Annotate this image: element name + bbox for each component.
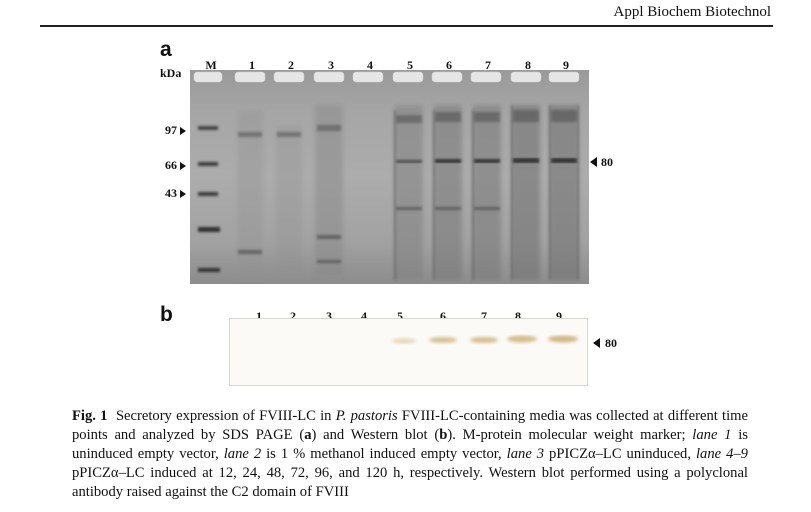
figure-caption: Fig. 1 Secretory expression of FVIII-LC … [72,407,748,502]
panel-a-letter: a [160,38,172,61]
blot-lane-label-4: 4 [361,309,367,323]
blot-svg [392,335,578,344]
marker-97-arrow-icon [180,127,186,135]
header-rule [40,25,773,27]
caption-text-5: ) and Western blot ( [311,427,440,443]
blot-lane-label-6: 6 [440,309,446,323]
marker-43-arrow-icon [180,190,186,198]
lane-label-7: 7 [485,58,491,72]
caption-lane-2: lane 2 [223,446,262,462]
caption-text-1: Secretory expression of FVIII-LC in [115,408,336,424]
caption-lane-3: lane 3 [506,446,545,462]
marker-43-label: 43 [165,186,177,200]
blot-lane-label-7: 7 [481,309,487,323]
caption-text-11: is 1 % methanol induced empty vector, [261,446,507,462]
caption-text-13: pPICZα–LC uninduced, [544,446,696,462]
lane-label-1: 1 [249,58,255,72]
lane-label-3: 3 [328,58,334,72]
caption-ref-a: a [304,427,312,443]
lane-label-9: 9 [563,58,569,72]
marker-97-label: 97 [165,123,177,137]
sds-page-gel-image [190,70,589,284]
blot-lane-label-3: 3 [326,309,332,323]
caption-text-7: ). M-protein molecular weight marker; [447,427,693,443]
blot-lane-label-8: 8 [515,309,521,323]
kda-label: kDa [160,66,182,80]
target-80-arrow-icon [590,157,597,167]
blot-lane-label-9: 9 [556,309,562,323]
panel-b-letter: b [160,303,173,326]
caption-text-15: pPICZα–LC induced at 12, 24, 48, 72, 96,… [72,465,748,500]
target-80-label-b: 80 [605,336,617,350]
blot-lane-label-1: 1 [256,309,262,323]
journal-name: Appl Biochem Biotechnol [613,4,771,20]
caption-lane-1: lane 1 [692,427,732,443]
marker-66-label: 66 [165,158,177,172]
lane-label-4: 4 [367,58,373,72]
blot-lane-label-2: 2 [290,309,296,323]
target-80-label-a: 80 [601,155,613,169]
marker-66-arrow-icon [180,162,186,170]
caption-species: P. pastoris [335,408,398,424]
gel-svg [193,71,580,280]
caption-text-3: FVIII-LC-containing media was collected … [72,408,748,443]
target-80-arrow-b-icon [593,338,600,348]
caption-fig-label: Fig. 1 [72,408,108,424]
caption-ref-b: b [439,427,448,443]
caption-text-9: is uninduced empty vector, [72,427,748,462]
lane-label-m: M [205,58,217,72]
blot-lane-label-5: 5 [397,309,403,323]
lane-label-6: 6 [446,58,452,72]
lane-label-5: 5 [407,58,413,72]
lane-label-8: 8 [525,58,531,72]
western-blot-image [229,318,588,386]
caption-lane-4-9: lane 4–9 [695,446,748,462]
lane-label-2: 2 [288,58,294,72]
